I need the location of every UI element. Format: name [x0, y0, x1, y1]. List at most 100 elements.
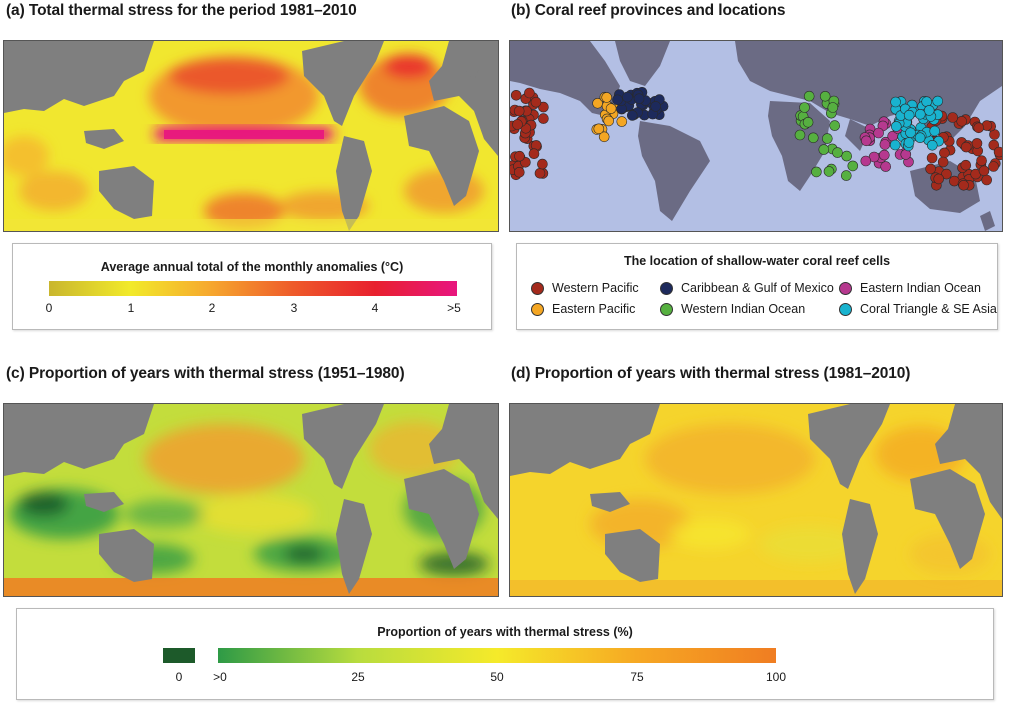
- legend-label: Western Indian Ocean: [681, 302, 806, 316]
- legend-cd-tick: 75: [630, 670, 644, 684]
- legend-a-tick: 3: [290, 301, 298, 315]
- reef-location-dot: [807, 132, 819, 144]
- reef-location-dot: [803, 90, 815, 102]
- reef-location-dot: [832, 147, 843, 158]
- reef-location-dot: [889, 139, 901, 151]
- reef-location-dot: [802, 117, 814, 128]
- legend-label: Caribbean & Gulf of Mexico: [681, 281, 834, 295]
- legend-cd-tick: 25: [351, 670, 365, 684]
- reef-location-dot: [993, 146, 1002, 158]
- legend-dot: [660, 302, 673, 316]
- map-coral-reef-provinces: [509, 40, 1003, 232]
- reef-location-dot: [847, 160, 859, 172]
- reef-location-dot: [878, 149, 890, 161]
- panel-c-title: (c) Proportion of years with thermal str…: [6, 365, 405, 382]
- legend-dot: [531, 302, 544, 316]
- reef-location-dot: [905, 127, 916, 138]
- reef-location-dot: [981, 174, 993, 186]
- legend-item-eastern-pacific: Eastern Pacific: [531, 302, 635, 316]
- reef-location-dot: [978, 165, 990, 177]
- reef-location-dot: [528, 148, 540, 159]
- reef-location-dot: [932, 95, 944, 107]
- map-total-thermal-stress: [3, 40, 499, 232]
- legend-cd-tick: 100: [765, 670, 787, 684]
- legend-label: Eastern Pacific: [552, 302, 636, 316]
- reef-location-dot: [840, 170, 852, 181]
- legend-coral-reefs: The location of shallow-water coral reef…: [516, 243, 998, 330]
- legend-item-western-pacific: Western Pacific: [531, 281, 639, 295]
- reef-location-dot: [873, 127, 884, 139]
- reef-location-dot: [988, 161, 999, 172]
- reef-location-dot: [627, 110, 638, 121]
- reef-location-dot: [860, 135, 872, 147]
- map-thermal-stress-1981-2010: [509, 403, 1003, 597]
- legend-a-colorbar: [49, 281, 457, 296]
- reef-location-dot: [514, 167, 525, 178]
- reef-location-dot: [823, 166, 835, 177]
- reef-location-dot: [903, 109, 915, 121]
- reef-location-dot: [958, 180, 969, 191]
- reef-location-dot: [524, 87, 535, 99]
- reef-location-dot: [841, 150, 853, 162]
- reef-location-dot: [926, 152, 938, 164]
- reef-location-dot: [926, 140, 938, 151]
- reef-location-dot: [890, 121, 902, 132]
- reef-location-dot: [605, 103, 617, 114]
- legend-thermal-stress: Average annual total of the monthly anom…: [12, 243, 492, 330]
- legend-dot: [531, 281, 544, 295]
- reef-location-dot: [818, 144, 830, 155]
- reef-location-dot: [601, 92, 612, 103]
- legend-b-title: The location of shallow-water coral reef…: [623, 254, 891, 268]
- legend-cd-tick: 50: [490, 670, 504, 684]
- legend-a-tick: 1: [127, 301, 135, 315]
- reef-location-dot: [973, 122, 985, 134]
- reef-location-dot: [933, 173, 945, 185]
- legend-proportion-years: Proportion of years with thermal stress …: [16, 608, 994, 700]
- map-thermal-stress-1951-1980: [3, 403, 499, 597]
- legend-a-tick: >5: [447, 301, 461, 315]
- reef-location-dot: [811, 166, 822, 178]
- reef-location-dot: [956, 116, 968, 127]
- reef-location-dot: [603, 115, 614, 127]
- reef-location-dot: [829, 120, 841, 131]
- reef-location-dot: [941, 168, 952, 180]
- reef-location-dot: [939, 147, 950, 159]
- reef-location-dot: [512, 119, 523, 130]
- reef-location-dot: [960, 141, 972, 153]
- reef-location-dot: [514, 150, 525, 162]
- reef-location-dot: [914, 132, 926, 143]
- reef-location-dot: [633, 93, 645, 105]
- legend-item-caribbean: Caribbean & Gulf of Mexico: [660, 281, 834, 295]
- legend-a-tick: 4: [371, 301, 379, 315]
- legend-a-tick: 2: [208, 301, 216, 315]
- reef-location-dot: [880, 161, 892, 172]
- reef-location-dot: [923, 105, 935, 116]
- reef-location-dot: [879, 139, 891, 150]
- legend-label: Eastern Indian Ocean: [860, 281, 981, 295]
- legend-cd-zero-swatch: [163, 648, 195, 663]
- panel-a-title: (a) Total thermal stress for the period …: [6, 2, 357, 19]
- reef-location-dot: [534, 168, 546, 179]
- reef-location-dot: [538, 101, 549, 113]
- reef-location-dot: [622, 91, 633, 103]
- legend-item-western-indian: Western Indian Ocean: [660, 302, 805, 316]
- reef-location-dot: [890, 96, 901, 108]
- reef-location-dot: [530, 96, 542, 108]
- reef-location-dot: [612, 94, 623, 106]
- reef-location-dot: [929, 125, 941, 137]
- reef-location-dot: [593, 123, 605, 135]
- reef-location-dot: [616, 116, 628, 127]
- reef-location-dot: [914, 109, 926, 120]
- reef-dot-layer: [510, 86, 1002, 191]
- reef-location-dot: [598, 131, 610, 143]
- reef-location-dot: [537, 158, 548, 170]
- legend-item-coral-triangle: Coral Triangle & SE Asia: [839, 302, 997, 316]
- reef-location-dot: [960, 159, 972, 171]
- panel-b-title: (b) Coral reef provinces and locations: [511, 2, 786, 19]
- legend-a-tick: 0: [45, 301, 53, 315]
- reef-location-dot: [860, 155, 872, 167]
- reef-location-dot: [827, 102, 839, 113]
- reef-location-dot: [925, 163, 936, 175]
- reef-location-dot: [510, 89, 522, 101]
- reef-location-dot: [947, 112, 959, 123]
